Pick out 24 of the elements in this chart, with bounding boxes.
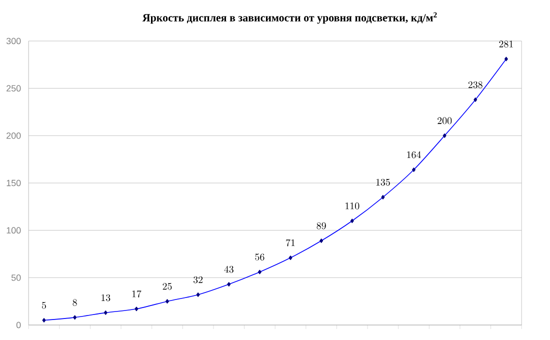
- chart-title: Яркость дисплея в зависимости от уровня подсветки, кд/м$^{2}$: [142, 12, 437, 24]
- data-label: 89: [316, 222, 326, 230]
- data-label: 8: [72, 299, 77, 306]
- data-label: 110: [346, 202, 360, 210]
- y-tick-label: 50: [11, 274, 21, 281]
- y-tick-label: 250: [6, 85, 21, 92]
- y-tick-label: 300: [6, 38, 21, 44]
- data-label: 238: [468, 81, 482, 88]
- y-tick-label: 200: [6, 132, 21, 139]
- data-label: 13: [102, 294, 110, 302]
- data-label: 25: [162, 282, 172, 290]
- data-label: 5: [42, 302, 46, 309]
- data-label: 200: [438, 117, 452, 124]
- y-tick-label: 150: [6, 180, 21, 186]
- y-tick-label: 100: [6, 227, 21, 234]
- data-label: 164: [407, 151, 421, 158]
- data-label: 281: [499, 40, 513, 48]
- data-label: 135: [376, 178, 390, 186]
- data-label: 32: [194, 276, 203, 284]
- data-label: 56: [255, 254, 264, 260]
- data-label: 71: [286, 239, 295, 246]
- data-label: 17: [132, 290, 142, 298]
- data-label: 43: [224, 266, 234, 273]
- y-tick-label: 0: [16, 322, 21, 328]
